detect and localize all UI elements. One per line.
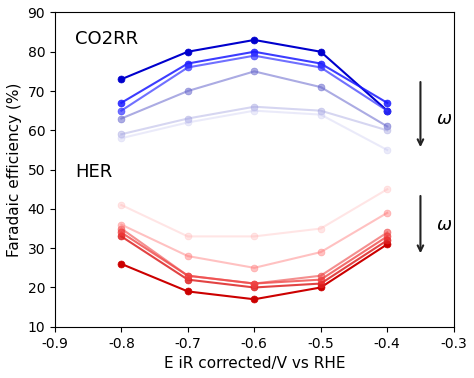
Text: ω: ω [437, 110, 452, 127]
Text: CO2RR: CO2RR [75, 30, 138, 48]
Text: ω: ω [437, 215, 452, 234]
X-axis label: E iR corrected/V vs RHE: E iR corrected/V vs RHE [164, 356, 345, 371]
Text: HER: HER [75, 163, 112, 181]
Y-axis label: Faradaic efficiency (%): Faradaic efficiency (%) [7, 82, 22, 257]
